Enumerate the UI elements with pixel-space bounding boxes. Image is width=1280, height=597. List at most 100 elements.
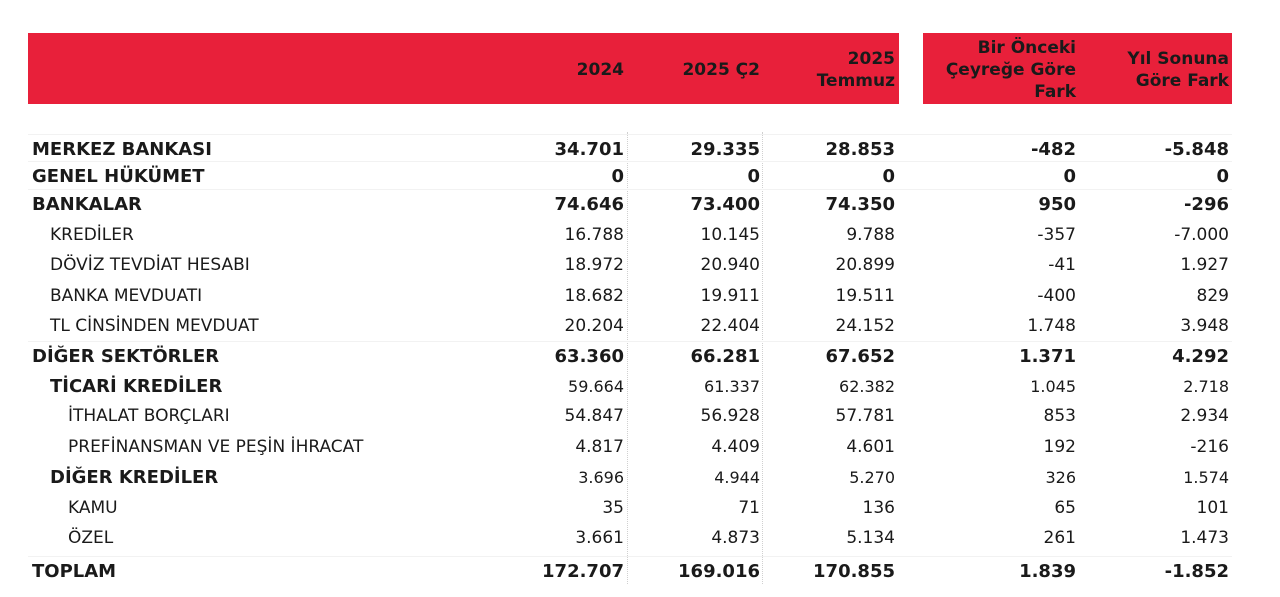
row-label: BANKALAR	[32, 194, 142, 215]
cell-value: 170.855	[813, 561, 895, 582]
cell-value: 1.748	[1027, 316, 1076, 336]
table-row: TİCARİ KREDİLER 59.664 61.337 62.382 1.045 2.…	[28, 372, 1232, 401]
cell-value: 74.350	[825, 194, 895, 215]
cell-value: 59.664	[568, 377, 624, 396]
cell-value: 0	[882, 166, 895, 187]
row-label: TL CİNSİNDEN MEVDUAT	[50, 316, 259, 336]
cell-value: -5.848	[1164, 139, 1229, 160]
cell-value: 20.204	[564, 316, 624, 336]
cell-value: 5.134	[846, 528, 895, 548]
cell-value: 71	[738, 498, 760, 518]
cell-value: 2.718	[1183, 377, 1229, 396]
cell-value: -296	[1183, 194, 1229, 215]
header-band-main	[28, 33, 899, 104]
table-row: İTHALAT BORÇLARI 54.847 56.928 57.781 853 2.9…	[28, 402, 1232, 431]
row-label: GENEL HÜKÜMET	[32, 166, 205, 187]
row-label: DİĞER SEKTÖRLER	[32, 346, 220, 367]
column-divider	[627, 132, 628, 584]
cell-value: 169.016	[678, 561, 760, 582]
cell-value: 28.853	[825, 139, 895, 160]
cell-value: 18.682	[564, 286, 624, 306]
header-yearend-diff: Yıl Sonuna Göre Fark	[1127, 48, 1229, 91]
cell-value: 2.934	[1180, 406, 1229, 426]
cell-value: 19.511	[835, 286, 895, 306]
cell-value: -41	[1048, 255, 1076, 275]
cell-value: 5.270	[849, 468, 895, 487]
cell-value: 261	[1043, 528, 1076, 548]
cell-value: -216	[1190, 437, 1229, 457]
cell-value: 24.152	[835, 316, 895, 336]
row-label: DÖVİZ TEVDİAT HESABI	[50, 255, 250, 275]
cell-value: 35	[602, 498, 624, 518]
row-label: KAMU	[68, 498, 118, 518]
cell-value: 65	[1054, 498, 1076, 518]
cell-value: 326	[1045, 468, 1076, 487]
row-label: TİCARİ KREDİLER	[50, 376, 223, 397]
cell-value: 0	[747, 166, 760, 187]
cell-value: 9.788	[846, 225, 895, 245]
row-label: MERKEZ BANKASI	[32, 139, 212, 160]
table-row: TL CİNSİNDEN MEVDUAT 20.204 22.404 24.152 1.…	[28, 312, 1232, 341]
table-row: GENEL HÜKÜMET 0 0 0 0 0	[28, 161, 1232, 191]
table-row: ÖZEL 3.661 4.873 5.134 261 1.473	[28, 524, 1232, 553]
row-label: KREDİLER	[50, 225, 134, 245]
cell-value: 29.335	[690, 139, 760, 160]
row-label: PREFİNANSMAN VE PEŞİN İHRACAT	[68, 437, 364, 457]
header-2025-july: 2025 Temmuz	[816, 48, 895, 91]
cell-value: 4.817	[575, 437, 624, 457]
cell-value: 66.281	[690, 346, 760, 367]
cell-value: 0	[1216, 166, 1229, 187]
cell-value: 54.847	[564, 406, 624, 426]
cell-value: 1.045	[1030, 377, 1076, 396]
cell-value: 57.781	[835, 406, 895, 426]
cell-value: 20.899	[835, 255, 895, 275]
header-band-diff	[923, 33, 1232, 104]
table-row: DİĞER SEKTÖRLER 63.360 66.281 67.652 1.371 4.…	[28, 341, 1232, 371]
cell-value: 62.382	[839, 377, 895, 396]
cell-value: -1.852	[1164, 561, 1229, 582]
cell-value: 0	[611, 166, 624, 187]
cell-value: -357	[1037, 225, 1076, 245]
cell-value: 3.661	[575, 528, 624, 548]
table-row: KAMU 35 71 136 65 101	[28, 494, 1232, 523]
cell-value: 192	[1043, 437, 1076, 457]
table-row: BANKA MEVDUATI 18.682 19.911 19.511 -400 829	[28, 282, 1232, 311]
cell-value: 3.696	[578, 468, 624, 487]
header-quarter-diff: Bir Önceki Çeyreğe Göre Fark	[945, 37, 1076, 102]
cell-value: -482	[1030, 139, 1076, 160]
column-divider	[762, 132, 763, 584]
cell-value: 16.788	[564, 225, 624, 245]
cell-value: 20.940	[700, 255, 760, 275]
cell-value: 4.944	[714, 468, 760, 487]
cell-value: 1.473	[1180, 528, 1229, 548]
cell-value: 10.145	[700, 225, 760, 245]
cell-value: 18.972	[564, 255, 624, 275]
cell-value: 67.652	[825, 346, 895, 367]
cell-value: 4.292	[1172, 346, 1229, 367]
row-label: BANKA MEVDUATI	[50, 286, 203, 306]
cell-value: 136	[862, 498, 895, 518]
table-row: PREFİNANSMAN VE PEŞİN İHRACAT 4.817 4.409 4…	[28, 433, 1232, 462]
header-2024: 2024	[576, 59, 624, 80]
cell-value: 1.927	[1180, 255, 1229, 275]
cell-value: 56.928	[700, 406, 760, 426]
table-row: KREDİLER 16.788 10.145 9.788 -357 -7.000	[28, 221, 1232, 250]
cell-value: 3.948	[1180, 316, 1229, 336]
cell-value: -400	[1037, 286, 1076, 306]
cell-value: 0	[1063, 166, 1076, 187]
cell-value: 61.337	[704, 377, 760, 396]
cell-value: 853	[1043, 406, 1076, 426]
cell-value: 73.400	[690, 194, 760, 215]
cell-value: 950	[1038, 194, 1076, 215]
cell-value: 1.839	[1019, 561, 1076, 582]
cell-value: 1.371	[1019, 346, 1076, 367]
table-row: TOPLAM 172.707 169.016 170.855 1.839 -1.852	[28, 556, 1232, 586]
cell-value: -7.000	[1174, 225, 1229, 245]
cell-value: 22.404	[700, 316, 760, 336]
cell-value: 4.873	[711, 528, 760, 548]
row-label: ÖZEL	[68, 528, 114, 548]
cell-value: 1.574	[1183, 468, 1229, 487]
cell-value: 172.707	[542, 561, 624, 582]
cell-value: 74.646	[554, 194, 624, 215]
row-label: TOPLAM	[32, 561, 117, 582]
